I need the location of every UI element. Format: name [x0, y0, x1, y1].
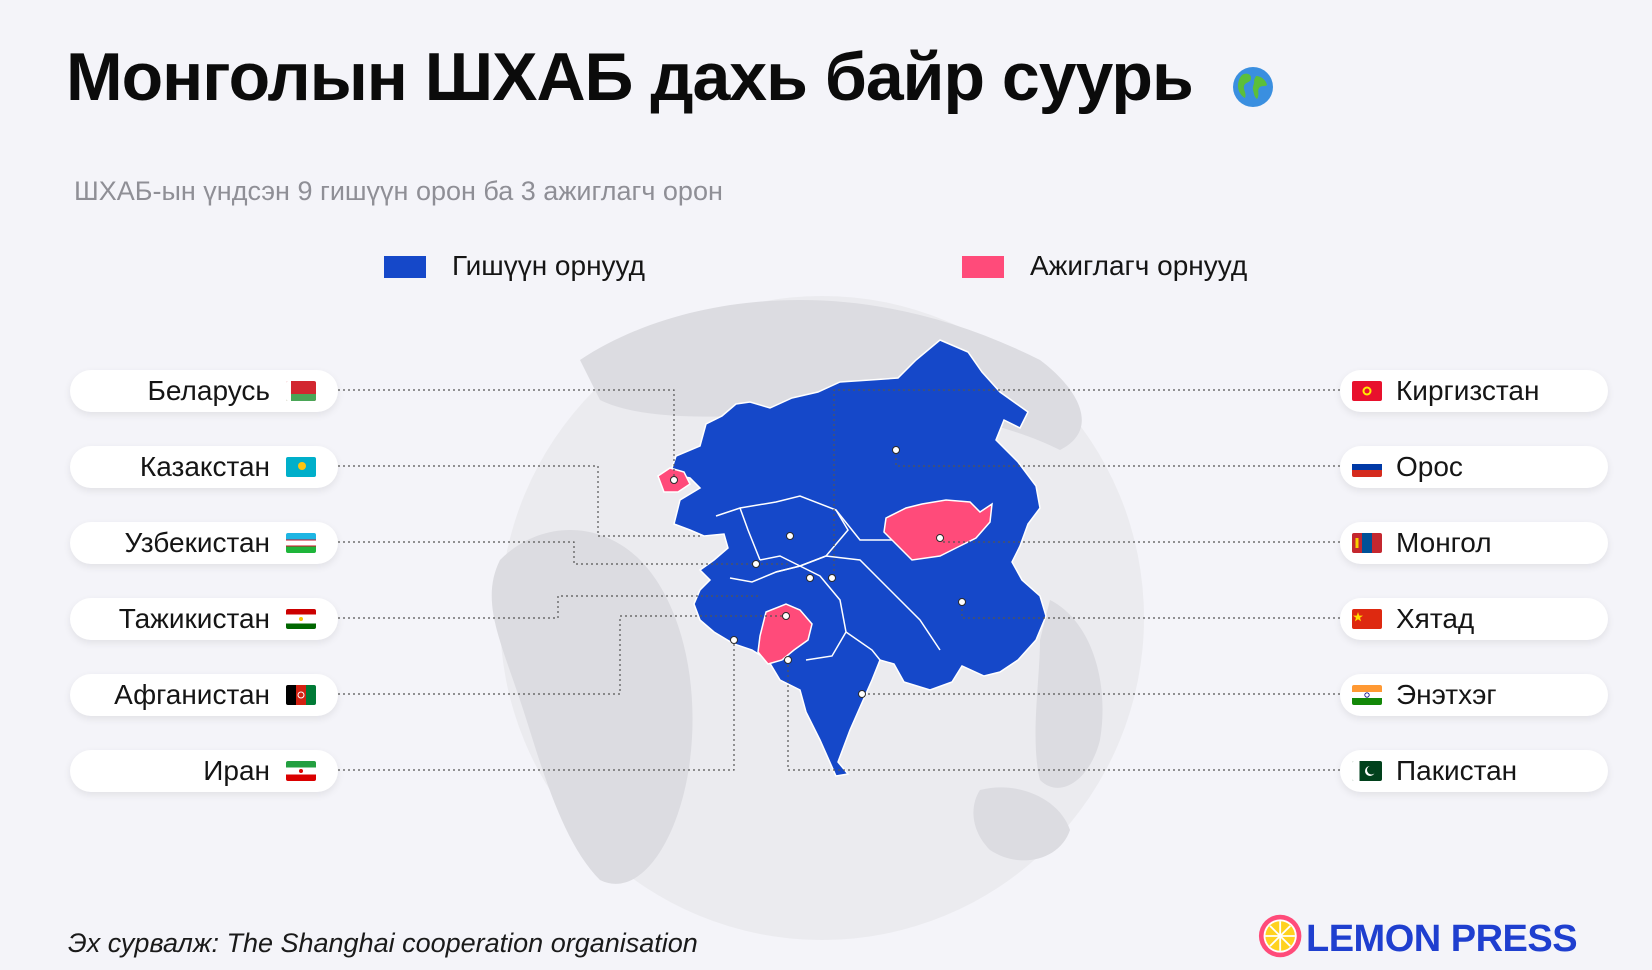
subtitle: ШХАБ-ын үндсэн 9 гишүүн орон ба 3 ажигла… — [74, 176, 723, 206]
country-pill-russia: Орос — [1340, 446, 1608, 488]
tajikistan-flag-icon — [286, 609, 316, 629]
pakistan-flag-icon — [1352, 761, 1382, 781]
afghanistan-territory — [757, 603, 813, 665]
kazakhstan-flag-icon — [286, 457, 316, 477]
country-markers — [670, 446, 966, 698]
country-name: Энэтхэг — [1396, 679, 1497, 710]
belarus-flag-icon — [286, 381, 316, 401]
legend-member-label: Гишүүн орнууд — [452, 250, 645, 281]
legend-observer-swatch — [962, 256, 1004, 278]
country-pill-kazakhstan: Казакстан — [70, 446, 338, 488]
country-pill-tajikistan: Тажикистан — [70, 598, 338, 640]
country-borders — [715, 495, 941, 661]
india-flag-icon — [1352, 685, 1382, 705]
country-pill-china: Хятад — [1340, 598, 1608, 640]
country-pill-pakistan: Пакистан — [1340, 750, 1608, 792]
country-name: Орос — [1396, 451, 1463, 482]
legend-member-swatch — [384, 256, 426, 278]
legend-observer-label: Ажиглагч орнууд — [1030, 250, 1248, 281]
iran-flag-icon — [286, 761, 316, 781]
country-pill-afghanistan: Афганистан — [70, 674, 338, 716]
kyrgyzstan-flag-icon — [1352, 381, 1382, 401]
country-pill-iran: Иран — [70, 750, 338, 792]
country-pill-kyrgyzstan: Киргизстан — [1340, 370, 1608, 412]
leader-lines — [338, 389, 1340, 771]
china-flag-icon — [1352, 609, 1382, 629]
country-name: Казакстан — [139, 451, 270, 482]
source-note: Эх сурвалж: The Shanghai cooperation org… — [68, 928, 698, 958]
country-name: Пакистан — [1396, 755, 1518, 786]
globe-icon — [1233, 67, 1273, 107]
afghanistan-flag-icon — [286, 685, 316, 705]
mongolia-flag-icon — [1352, 533, 1382, 553]
country-name: Киргизстан — [1396, 375, 1540, 406]
member-territory — [669, 339, 1047, 777]
country-name: Монгол — [1396, 527, 1492, 558]
country-name: Иран — [203, 755, 270, 786]
country-pill-uzbekistan: Узбекистан — [70, 522, 338, 564]
brand-logo-text: LEMON PRESS — [1306, 918, 1578, 960]
country-name: Беларусь — [147, 375, 270, 406]
lemon-slice-icon — [1258, 914, 1302, 958]
russia-flag-icon — [1352, 457, 1382, 477]
country-pill-mongolia: Монгол — [1340, 522, 1608, 564]
country-pill-belarus: Беларусь — [70, 370, 338, 412]
mongolia-territory — [883, 499, 993, 561]
page-title: Монголын ШХАБ дахь байр суурь — [66, 39, 1194, 115]
country-name: Хятад — [1396, 603, 1475, 634]
country-name: Афганистан — [114, 679, 270, 710]
uzbekistan-flag-icon — [286, 533, 316, 553]
country-pill-india: Энэтхэг — [1340, 674, 1608, 716]
country-name: Тажикистан — [118, 603, 270, 634]
country-name: Узбекистан — [124, 527, 270, 558]
